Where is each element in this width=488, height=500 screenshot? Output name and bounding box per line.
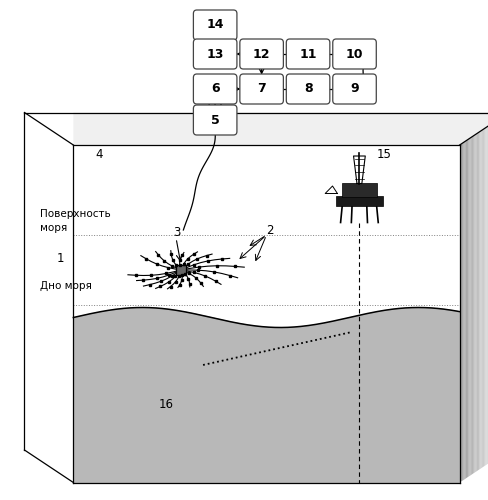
FancyBboxPatch shape xyxy=(286,74,329,104)
Text: 15: 15 xyxy=(376,148,390,160)
Polygon shape xyxy=(473,134,474,473)
Polygon shape xyxy=(476,133,477,471)
Text: 1: 1 xyxy=(56,252,63,266)
Polygon shape xyxy=(474,134,476,472)
Text: 2: 2 xyxy=(266,224,273,236)
Text: 11: 11 xyxy=(299,48,316,60)
FancyBboxPatch shape xyxy=(341,183,376,196)
Text: 7: 7 xyxy=(257,82,265,96)
Polygon shape xyxy=(477,132,478,470)
FancyBboxPatch shape xyxy=(193,39,237,69)
Text: 5: 5 xyxy=(210,114,219,126)
Polygon shape xyxy=(462,142,464,480)
Polygon shape xyxy=(486,126,487,464)
Polygon shape xyxy=(487,126,488,464)
Polygon shape xyxy=(460,144,461,481)
Text: 12: 12 xyxy=(252,48,270,60)
Polygon shape xyxy=(464,141,465,479)
Polygon shape xyxy=(461,142,462,481)
Text: 8: 8 xyxy=(303,82,312,96)
Polygon shape xyxy=(481,130,482,468)
Polygon shape xyxy=(479,130,481,468)
Text: 10: 10 xyxy=(345,48,363,60)
FancyBboxPatch shape xyxy=(193,10,237,40)
Polygon shape xyxy=(73,145,459,482)
FancyBboxPatch shape xyxy=(176,265,185,275)
FancyBboxPatch shape xyxy=(240,74,283,104)
Polygon shape xyxy=(483,128,484,466)
FancyBboxPatch shape xyxy=(286,39,329,69)
Text: 4: 4 xyxy=(95,148,102,160)
Polygon shape xyxy=(468,138,469,476)
Text: 9: 9 xyxy=(349,82,358,96)
Polygon shape xyxy=(459,144,460,482)
FancyBboxPatch shape xyxy=(332,39,376,69)
Polygon shape xyxy=(466,140,467,477)
Text: 14: 14 xyxy=(206,18,224,32)
Text: Поверхность
моря: Поверхность моря xyxy=(40,210,111,233)
Polygon shape xyxy=(478,131,479,469)
Polygon shape xyxy=(484,127,486,466)
Text: 6: 6 xyxy=(210,82,219,96)
Text: Дно моря: Дно моря xyxy=(40,281,92,291)
FancyBboxPatch shape xyxy=(240,39,283,69)
Polygon shape xyxy=(465,140,466,478)
Polygon shape xyxy=(472,136,473,473)
Text: 13: 13 xyxy=(206,48,224,60)
FancyBboxPatch shape xyxy=(335,196,383,205)
Polygon shape xyxy=(482,129,483,467)
Polygon shape xyxy=(471,136,472,474)
FancyBboxPatch shape xyxy=(332,74,376,104)
Polygon shape xyxy=(73,112,488,145)
Text: 16: 16 xyxy=(159,398,174,410)
FancyBboxPatch shape xyxy=(193,105,237,135)
Polygon shape xyxy=(469,137,471,475)
Text: 3: 3 xyxy=(173,226,181,239)
FancyBboxPatch shape xyxy=(193,74,237,104)
Polygon shape xyxy=(467,138,468,477)
